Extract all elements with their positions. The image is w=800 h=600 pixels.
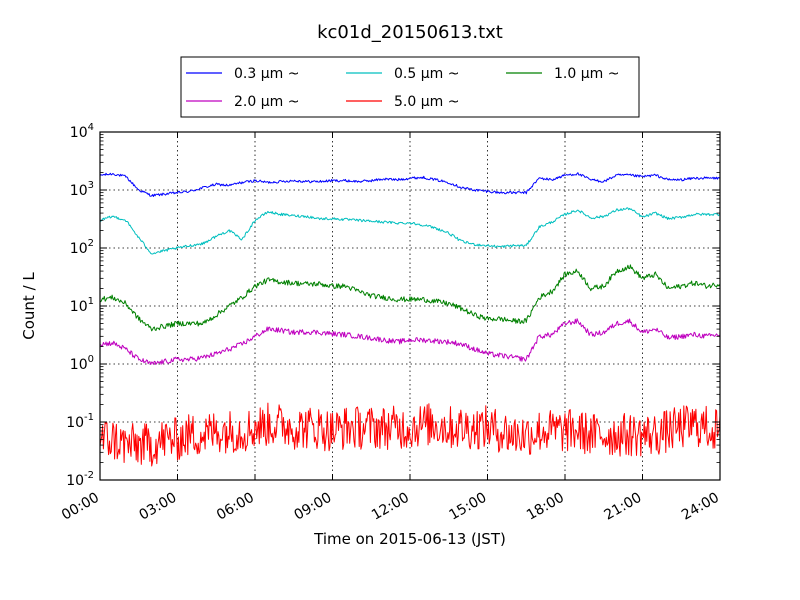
chart-title: kc01d_20150613.txt bbox=[317, 22, 503, 43]
legend: 0.3 μm ~ 0.5 μm ~ 1.0 μm ~ 2.0 μm ~ 5.0 μm ~ bbox=[180, 56, 640, 118]
legend-box bbox=[180, 56, 640, 118]
series-lines bbox=[99, 172, 721, 467]
y-tick-labels: 10-2 10-1 100 101 102 103 104 bbox=[66, 122, 94, 489]
series-line bbox=[99, 264, 721, 332]
legend-label: 5.0 μm ~ bbox=[394, 94, 459, 110]
series-line bbox=[99, 402, 721, 467]
series-line bbox=[99, 318, 721, 365]
y-tick-label: 103 bbox=[70, 180, 94, 199]
y-tick-label: 104 bbox=[70, 122, 94, 141]
y-tick-label: 10-2 bbox=[66, 470, 94, 489]
legend-label: 2.0 μm ~ bbox=[234, 94, 299, 110]
y-axis-label: Count / L bbox=[20, 272, 38, 340]
y-tick-label: 10-1 bbox=[66, 412, 94, 431]
legend-label: 0.5 μm ~ bbox=[394, 66, 459, 82]
y-tick-label: 102 bbox=[70, 238, 94, 257]
axis-ticks bbox=[99, 131, 721, 481]
series-line bbox=[99, 172, 721, 197]
series-line bbox=[99, 207, 721, 255]
y-tick-label: 101 bbox=[70, 296, 94, 315]
x-axis-label: Time on 2015-06-13 (JST) bbox=[313, 530, 506, 548]
legend-label: 0.3 μm ~ bbox=[234, 66, 299, 82]
y-tick-label: 100 bbox=[70, 354, 94, 373]
legend-label: 1.0 μm ~ bbox=[554, 66, 619, 82]
